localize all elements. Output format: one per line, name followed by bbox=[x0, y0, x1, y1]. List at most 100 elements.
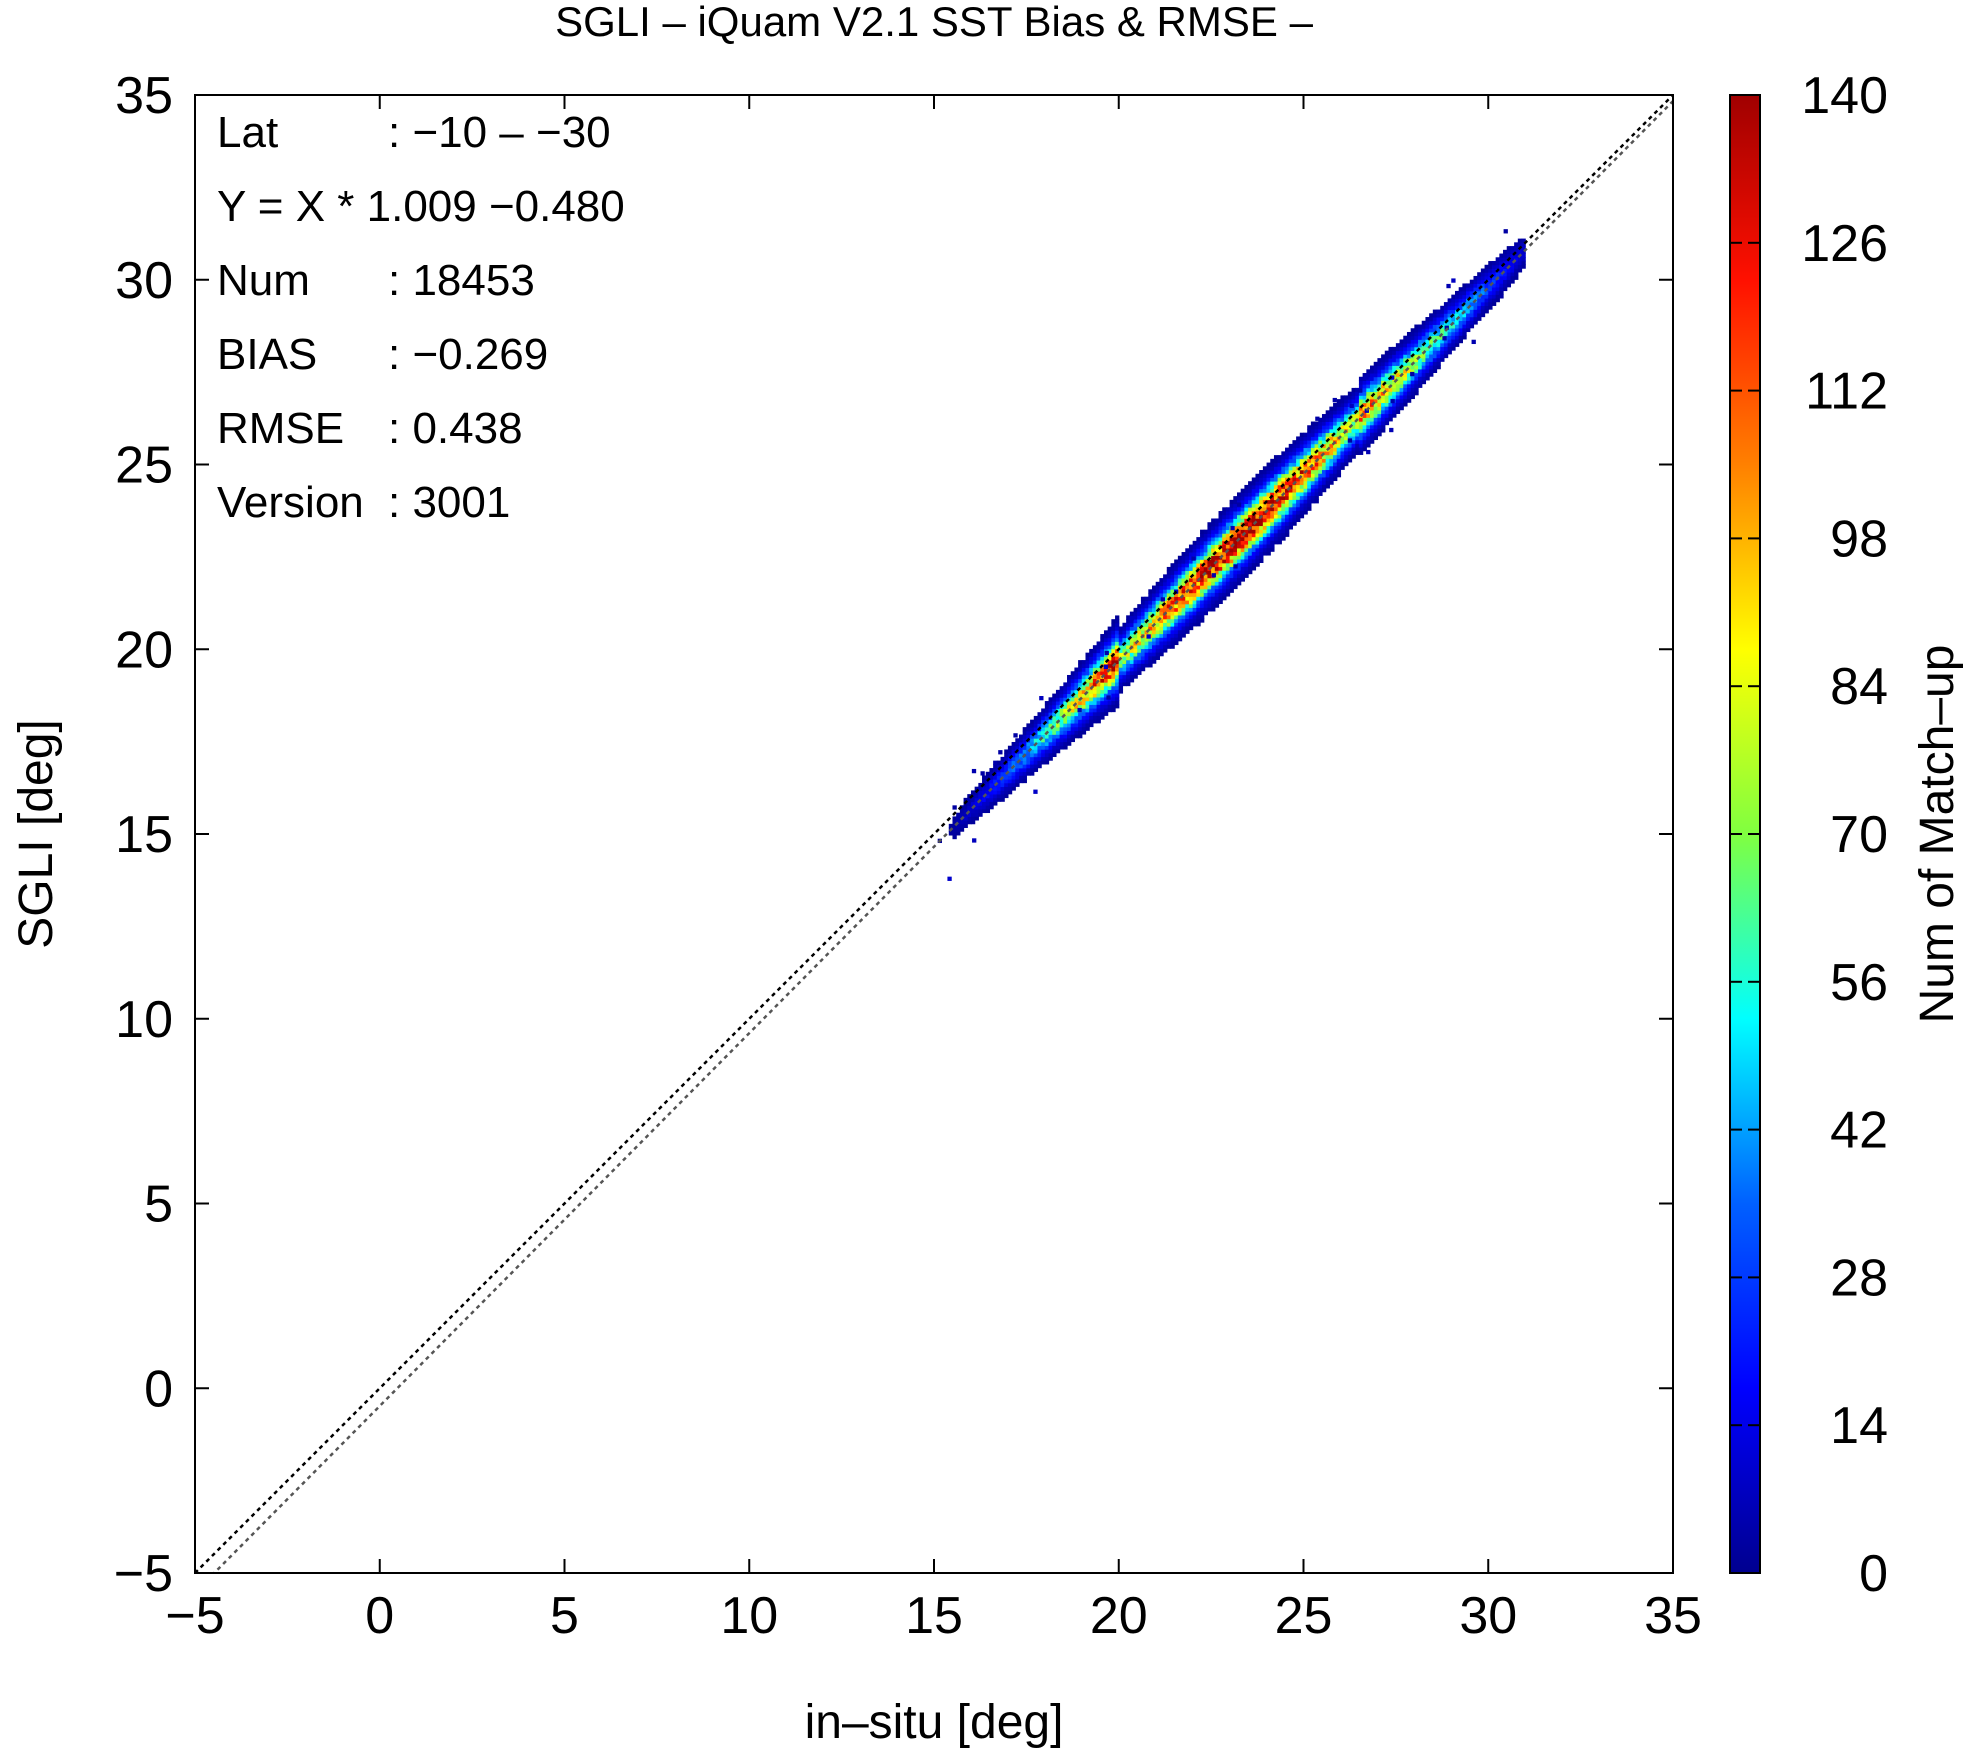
heatmap-cell bbox=[1170, 574, 1175, 579]
heatmap-cell bbox=[1207, 596, 1212, 601]
colorbar-tick-label: 126 bbox=[1801, 215, 1888, 273]
heatmap-cell bbox=[1152, 600, 1157, 605]
heatmap-cell bbox=[1299, 454, 1305, 460]
heatmap-cell bbox=[1004, 756, 1009, 762]
heatmap-cell bbox=[1469, 316, 1475, 321]
heatmap-cell bbox=[1477, 312, 1482, 318]
heatmap-cell bbox=[1399, 405, 1404, 411]
heatmap-cell bbox=[1296, 510, 1301, 515]
heatmap-cell bbox=[1163, 640, 1168, 646]
heatmap-cell bbox=[1288, 443, 1294, 449]
heatmap-cell bbox=[1063, 741, 1068, 746]
heatmap-cell bbox=[1222, 529, 1227, 534]
heatmap-cell bbox=[1041, 712, 1046, 717]
heatmap-cell bbox=[1355, 432, 1360, 437]
heatmap-cell bbox=[1288, 454, 1294, 460]
heatmap-cell bbox=[1222, 581, 1227, 586]
heatmap-cell bbox=[974, 812, 979, 817]
heatmap-cell bbox=[1081, 730, 1087, 735]
heatmap-cell bbox=[1044, 760, 1050, 765]
heatmap-cell bbox=[1406, 398, 1412, 403]
heatmap-cell bbox=[1262, 488, 1268, 493]
heatmap-cell bbox=[1285, 521, 1290, 526]
heatmap-cell bbox=[1364, 375, 1369, 380]
heatmap-cell bbox=[1299, 484, 1305, 489]
heatmap-cell bbox=[1159, 633, 1164, 638]
heatmap-cell bbox=[1192, 585, 1197, 590]
heatmap-cell bbox=[1170, 577, 1175, 583]
heatmap-cell bbox=[1111, 641, 1116, 646]
heatmap-cell bbox=[1181, 570, 1186, 575]
heatmap-cell bbox=[1281, 466, 1286, 471]
heatmap-cell bbox=[1307, 443, 1312, 449]
heatmap-cell bbox=[1466, 309, 1471, 314]
heatmap-cell bbox=[1033, 730, 1039, 735]
heatmap-cell bbox=[1370, 372, 1375, 378]
heatmap-cell bbox=[1248, 544, 1253, 549]
heatmap-cell bbox=[1129, 655, 1135, 661]
heatmap-cell bbox=[1244, 514, 1249, 519]
heatmap-cell bbox=[1196, 540, 1201, 546]
heatmap-cell bbox=[1229, 573, 1234, 579]
heatmap-cell bbox=[1285, 480, 1290, 486]
heatmap-cell bbox=[1022, 775, 1027, 780]
heatmap-cell bbox=[1318, 432, 1323, 437]
heatmap-cell bbox=[1096, 700, 1101, 705]
heatmap-cell bbox=[1055, 693, 1061, 698]
heatmap-cell bbox=[1381, 417, 1386, 422]
heatmap-cell bbox=[1314, 499, 1319, 504]
heatmap-cell bbox=[1133, 607, 1138, 613]
heatmap-cell bbox=[1026, 723, 1031, 728]
heatmap-cell bbox=[1115, 700, 1120, 705]
heatmap-cell bbox=[1085, 711, 1090, 717]
heatmap-cell bbox=[1344, 436, 1349, 441]
heatmap-cell bbox=[1406, 339, 1412, 344]
heatmap-cell bbox=[1067, 723, 1072, 728]
heatmap-cell bbox=[1388, 417, 1393, 422]
heatmap-cell bbox=[1336, 450, 1342, 456]
heatmap-cell bbox=[1384, 358, 1390, 363]
heatmap-cell bbox=[1033, 715, 1039, 721]
heatmap-cell bbox=[1266, 495, 1271, 501]
heatmap-cell bbox=[1163, 574, 1168, 579]
heatmap-cell bbox=[1059, 711, 1064, 717]
heatmap-cell bbox=[1037, 738, 1042, 743]
heatmap-cell bbox=[1366, 384, 1371, 389]
heatmap-cell bbox=[989, 797, 994, 802]
heatmap-cell bbox=[1085, 696, 1090, 702]
heatmap-cell bbox=[1052, 749, 1057, 754]
heatmap-cell bbox=[1207, 599, 1212, 605]
heatmap-cell bbox=[1155, 648, 1160, 653]
heatmap-cell bbox=[1503, 286, 1508, 292]
heatmap-cell bbox=[1270, 481, 1275, 486]
heatmap-cell bbox=[1429, 320, 1434, 325]
heatmap-cell bbox=[1425, 350, 1430, 355]
heatmap-cell bbox=[1366, 387, 1371, 393]
heatmap-cell bbox=[1480, 290, 1486, 295]
heatmap-cell bbox=[1026, 760, 1031, 765]
heatmap-cell bbox=[1137, 604, 1142, 609]
stat-value: : 0.438 bbox=[388, 404, 523, 453]
heatmap-cell bbox=[1044, 712, 1050, 717]
heatmap-cell bbox=[1067, 682, 1072, 687]
heatmap-cell bbox=[1381, 365, 1386, 370]
heatmap-cell bbox=[1307, 480, 1312, 485]
heatmap-cell bbox=[1218, 551, 1223, 556]
heatmap-cell bbox=[1118, 630, 1124, 635]
heatmap-cell bbox=[1373, 402, 1378, 407]
heatmap-cell bbox=[1188, 625, 1194, 631]
heatmap-cell bbox=[1229, 555, 1234, 560]
heatmap-cell bbox=[1148, 655, 1153, 661]
heatmap-cell bbox=[1447, 350, 1452, 355]
x-tick-label: 10 bbox=[720, 1587, 778, 1645]
heatmap-cell bbox=[1107, 652, 1112, 657]
heatmap-cell bbox=[1140, 629, 1146, 635]
heatmap-cell bbox=[1148, 592, 1153, 598]
heatmap-cell bbox=[1377, 424, 1382, 429]
heatmap-cell bbox=[1096, 656, 1101, 661]
heatmap-cell bbox=[1166, 629, 1172, 635]
heatmap-cell bbox=[1336, 432, 1342, 437]
heatmap-cell bbox=[1392, 406, 1397, 411]
heatmap-cell bbox=[1170, 640, 1175, 646]
heatmap-cell bbox=[1181, 559, 1186, 564]
